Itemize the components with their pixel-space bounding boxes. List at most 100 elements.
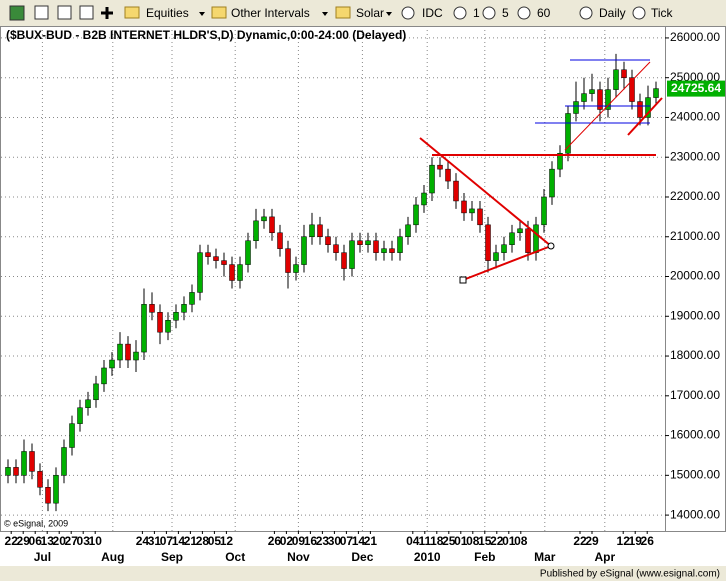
candle-body (533, 224, 539, 253)
candle-body (189, 292, 195, 305)
candle-body (573, 101, 579, 114)
x-tick-label: 16 (304, 534, 318, 548)
candle-body (61, 447, 67, 476)
last-value-box (667, 80, 725, 97)
x-tick-label: 29 (585, 534, 599, 548)
x-tick-label: 28 (196, 534, 210, 548)
y-tick-label: 25000.00 (670, 70, 720, 84)
candle-body (557, 152, 563, 170)
y-tick-label: 14000.00 (670, 507, 720, 521)
candle-body (525, 228, 531, 253)
toolbar-item[interactable]: Solar (356, 6, 384, 20)
candle-body (141, 304, 147, 353)
candle-body (381, 248, 387, 253)
candle-body (645, 97, 651, 118)
candle-body (29, 451, 35, 472)
toolbar-item[interactable]: Tick (651, 6, 674, 20)
toolbar-item[interactable]: 1 (473, 6, 480, 20)
candle-body (653, 88, 659, 98)
x-tick-label: 04 (406, 534, 420, 548)
candle-body (157, 312, 163, 333)
month-label: Mar (534, 550, 556, 564)
candle-body (437, 164, 443, 170)
candle-body (221, 260, 227, 265)
month-label: Oct (225, 550, 245, 564)
candle-body (253, 220, 259, 241)
x-tick-label: 05 (208, 534, 222, 548)
candle-body (133, 351, 139, 361)
candle-body (21, 451, 27, 476)
x-tick-label: 25 (442, 534, 456, 548)
candles (5, 53, 659, 512)
month-label: Sep (161, 550, 183, 564)
x-tick-label: 30 (328, 534, 342, 548)
candle-body (77, 407, 83, 424)
candle-body (109, 359, 115, 369)
month-label: Jul (34, 550, 51, 564)
candle-body (117, 343, 123, 361)
x-tick-label: 14 (352, 534, 366, 548)
candle-body (373, 240, 379, 253)
x-tick-label: 15 (478, 534, 492, 548)
candle-body (269, 216, 275, 234)
candle-body (629, 77, 635, 102)
toolbar-item[interactable]: 60 (537, 6, 551, 20)
x-tick-label: 14 (172, 534, 186, 548)
month-label: Dec (351, 550, 373, 564)
x-tick-label: 06 (29, 534, 43, 548)
x-tick-label: 29 (17, 534, 31, 548)
toolbar-item[interactable]: 5 (502, 6, 509, 20)
candle-body (509, 232, 515, 245)
y-tick-label: 24000.00 (670, 110, 720, 124)
x-tick-label: 18 (430, 534, 444, 548)
y-tick-label: 16000.00 (670, 428, 720, 442)
month-label: Feb (474, 550, 495, 564)
grid (1, 26, 665, 531)
candle-body (261, 216, 267, 222)
candle-body (173, 312, 179, 321)
toolbar-item[interactable]: IDC (422, 6, 443, 20)
x-tick-label: 07 (160, 534, 174, 548)
candle-body (237, 264, 243, 281)
y-tick-label: 20000.00 (670, 269, 720, 283)
candle-body (621, 69, 627, 78)
candle-body (293, 264, 299, 273)
x-tick-label: 01 (454, 534, 468, 548)
candle-body (349, 240, 355, 269)
candle-body (205, 252, 211, 257)
candle-body (301, 236, 307, 265)
x-tick-label: 07 (340, 534, 354, 548)
candle-body (357, 240, 363, 245)
candle-body (477, 208, 483, 226)
candle-body (605, 89, 611, 110)
candle-body (125, 343, 131, 361)
candle-body (613, 69, 619, 90)
candle-body (637, 101, 643, 118)
candle-body (213, 256, 219, 261)
candle-body (501, 244, 507, 253)
x-tick-label: 08 (514, 534, 528, 548)
toolbar-item[interactable]: Equities (146, 6, 189, 20)
candle-body (541, 196, 547, 226)
x-tick-label: 13 (41, 534, 55, 548)
x-tick-label: 26 (268, 534, 282, 548)
toolbar-item[interactable]: Daily (599, 6, 626, 20)
candle-body (397, 236, 403, 253)
candle-body (53, 475, 59, 504)
candle-body (597, 89, 603, 110)
x-tick-label: 22 (573, 534, 587, 548)
y-tick-label: 23000.00 (670, 149, 720, 163)
toolbar-item[interactable]: Other Intervals (231, 6, 310, 20)
x-tick-label: 20 (53, 534, 67, 548)
footer: Published by eSignal (www.esignal.com) (540, 569, 720, 580)
candle-body (493, 252, 499, 261)
candle-body (421, 192, 427, 206)
candle-body (149, 304, 155, 313)
x-tick-label: 21 (364, 534, 378, 548)
candle-body (277, 232, 283, 249)
candle-body (413, 204, 419, 226)
x-tick-label: 01 (502, 534, 516, 548)
candle-body (13, 467, 19, 476)
candle-body (5, 467, 11, 476)
